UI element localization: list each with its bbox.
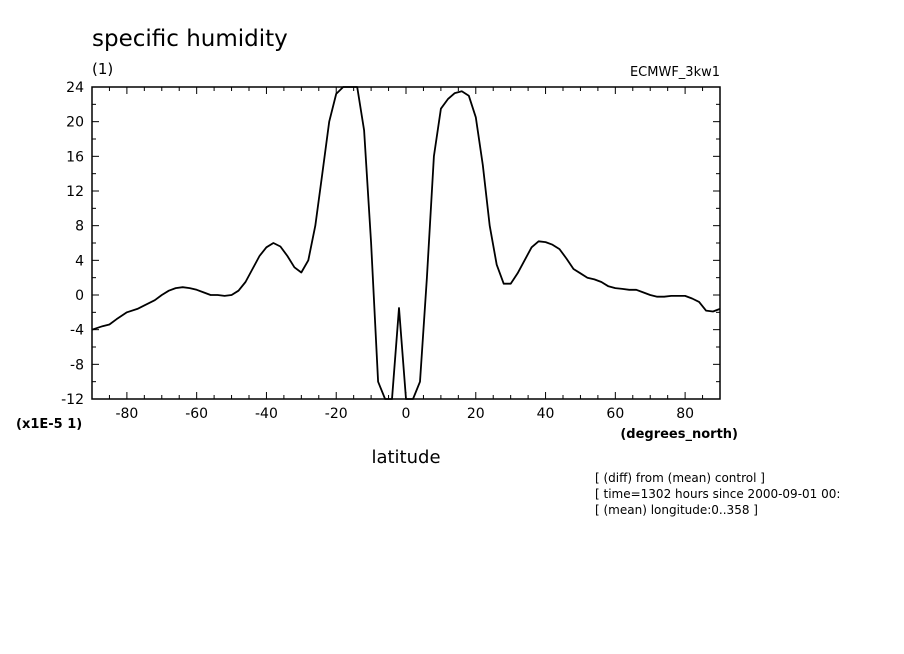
y-tick-label: 12 (66, 184, 84, 200)
y-scale-label: (x1E-5 1) (16, 417, 82, 432)
series-group (91, 86, 721, 400)
x-tick-label: -20 (325, 406, 348, 422)
x-units-label: (degrees_north) (620, 427, 738, 442)
chart-title: specific humidity (92, 26, 288, 52)
footer-note-3: [ (mean) longitude:0..358 ] (595, 503, 758, 517)
y-tick-label: 16 (66, 149, 84, 165)
source-label: ECMWF_3kw1 (630, 65, 720, 80)
x-tick-label: -40 (255, 406, 278, 422)
y-tick-label: -12 (61, 392, 84, 408)
y-tick-label: 8 (75, 219, 84, 235)
y-tick-label: 0 (75, 288, 84, 304)
y-tick-label: 4 (75, 253, 84, 269)
y-tick-label: 24 (66, 80, 84, 96)
series-line-0 (91, 86, 721, 400)
plot-frame (91, 86, 721, 400)
y-tick-label: -4 (70, 323, 84, 339)
x-tick-label: 20 (467, 406, 485, 422)
footer-note-1: [ (diff) from (mean) control ] (595, 471, 765, 485)
chart-subtitle: (1) (92, 60, 113, 78)
y-tick-label: 20 (66, 115, 84, 131)
x-tick-label: 60 (606, 406, 624, 422)
x-tick-label: -80 (115, 406, 138, 422)
x-tick-label: 40 (537, 406, 555, 422)
x-axis-label: latitude (371, 447, 440, 468)
x-tick-label: 0 (402, 406, 411, 422)
footer-note-2: [ time=1302 hours since 2000-09-01 00: (595, 487, 840, 501)
x-tick-label: 80 (676, 406, 694, 422)
x-tick-label: -60 (185, 406, 208, 422)
y-tick-label: -8 (70, 357, 84, 373)
